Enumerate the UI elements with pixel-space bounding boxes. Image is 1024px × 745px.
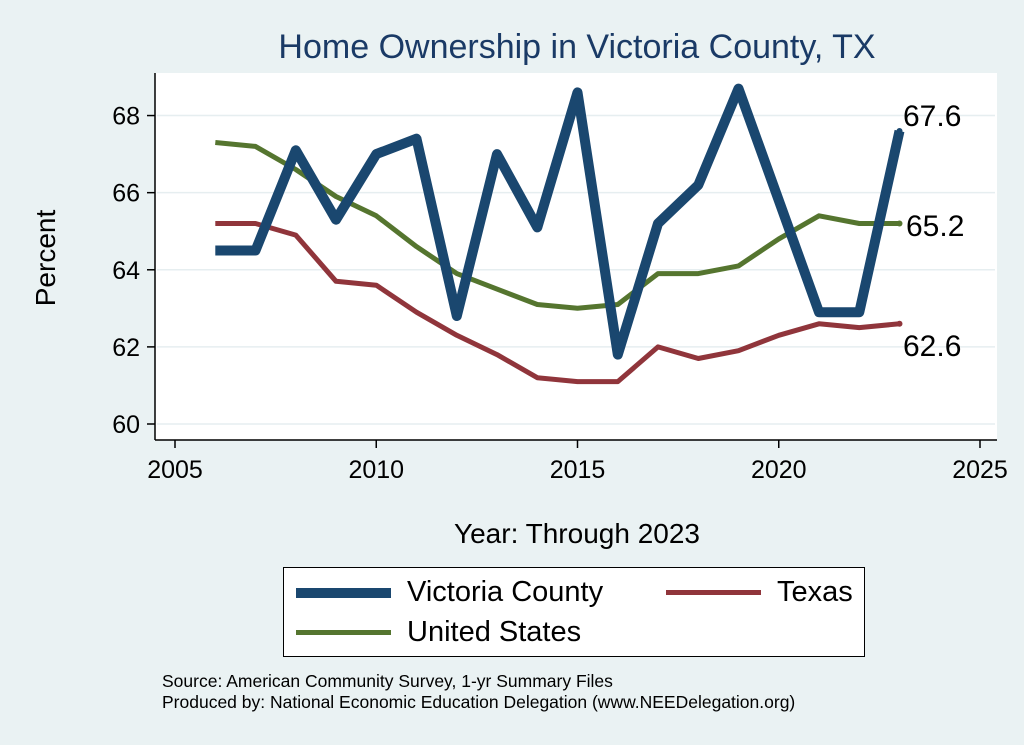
x-tick-label: 2015 bbox=[550, 456, 606, 484]
grid-lines bbox=[157, 114, 995, 425]
x-tick-label: 2020 bbox=[751, 456, 807, 484]
source-note: Source: American Community Survey, 1-yr … bbox=[162, 671, 613, 691]
legend-label-texas: Texas bbox=[777, 576, 853, 608]
axes bbox=[154, 73, 997, 441]
x-axis-ticks: 2005 2010 2015 2020 2025 bbox=[147, 440, 1008, 484]
series-lines bbox=[215, 83, 905, 385]
chart-title: Home Ownership in Victoria County, TX bbox=[278, 28, 876, 66]
y-tick-label: 68 bbox=[112, 103, 140, 131]
plot-area bbox=[155, 73, 997, 440]
notes: Source: American Community Survey, 1-yr … bbox=[162, 671, 795, 713]
legend-item-texas: Texas bbox=[666, 576, 853, 609]
end-marker-victoria-county bbox=[896, 127, 903, 134]
series-line-victoria-county bbox=[215, 83, 905, 360]
end-marker-united-states bbox=[896, 220, 903, 227]
end-labels: 67.6 62.6 65.2 bbox=[903, 100, 964, 363]
legend-swatch-victoria-county bbox=[296, 587, 391, 598]
legend-label-victoria-county: Victoria County bbox=[407, 576, 604, 608]
y-axis-label: Percent bbox=[30, 210, 61, 307]
end-label: 62.6 bbox=[903, 330, 961, 363]
y-tick-label: 66 bbox=[112, 180, 140, 208]
end-label: 65.2 bbox=[906, 210, 964, 243]
x-tick-label: 2005 bbox=[147, 456, 203, 484]
x-axis-label: Year: Through 2023 bbox=[454, 518, 700, 549]
legend-item-united-states: United States bbox=[296, 616, 581, 649]
y-tick-label: 64 bbox=[112, 257, 140, 285]
legend-item-victoria-county: Victoria County bbox=[296, 576, 603, 609]
end-label: 67.6 bbox=[903, 100, 961, 133]
legend-swatch-united-states bbox=[296, 630, 391, 635]
series-line-united-states bbox=[215, 140, 900, 311]
y-tick-label: 62 bbox=[112, 334, 140, 362]
producer-note: Produced by: National Economic Education… bbox=[162, 692, 796, 712]
end-marker-texas bbox=[896, 320, 903, 327]
series-line-texas bbox=[215, 221, 900, 385]
legend-label-united-states: United States bbox=[407, 616, 582, 648]
legend: Victoria County Texas United States bbox=[283, 567, 865, 657]
x-tick-label: 2025 bbox=[952, 456, 1008, 484]
y-tick-label: 60 bbox=[112, 411, 140, 439]
x-tick-label: 2010 bbox=[348, 456, 404, 484]
legend-swatch-texas bbox=[666, 590, 761, 595]
y-axis-ticks: 60 62 64 66 68 bbox=[112, 103, 155, 439]
